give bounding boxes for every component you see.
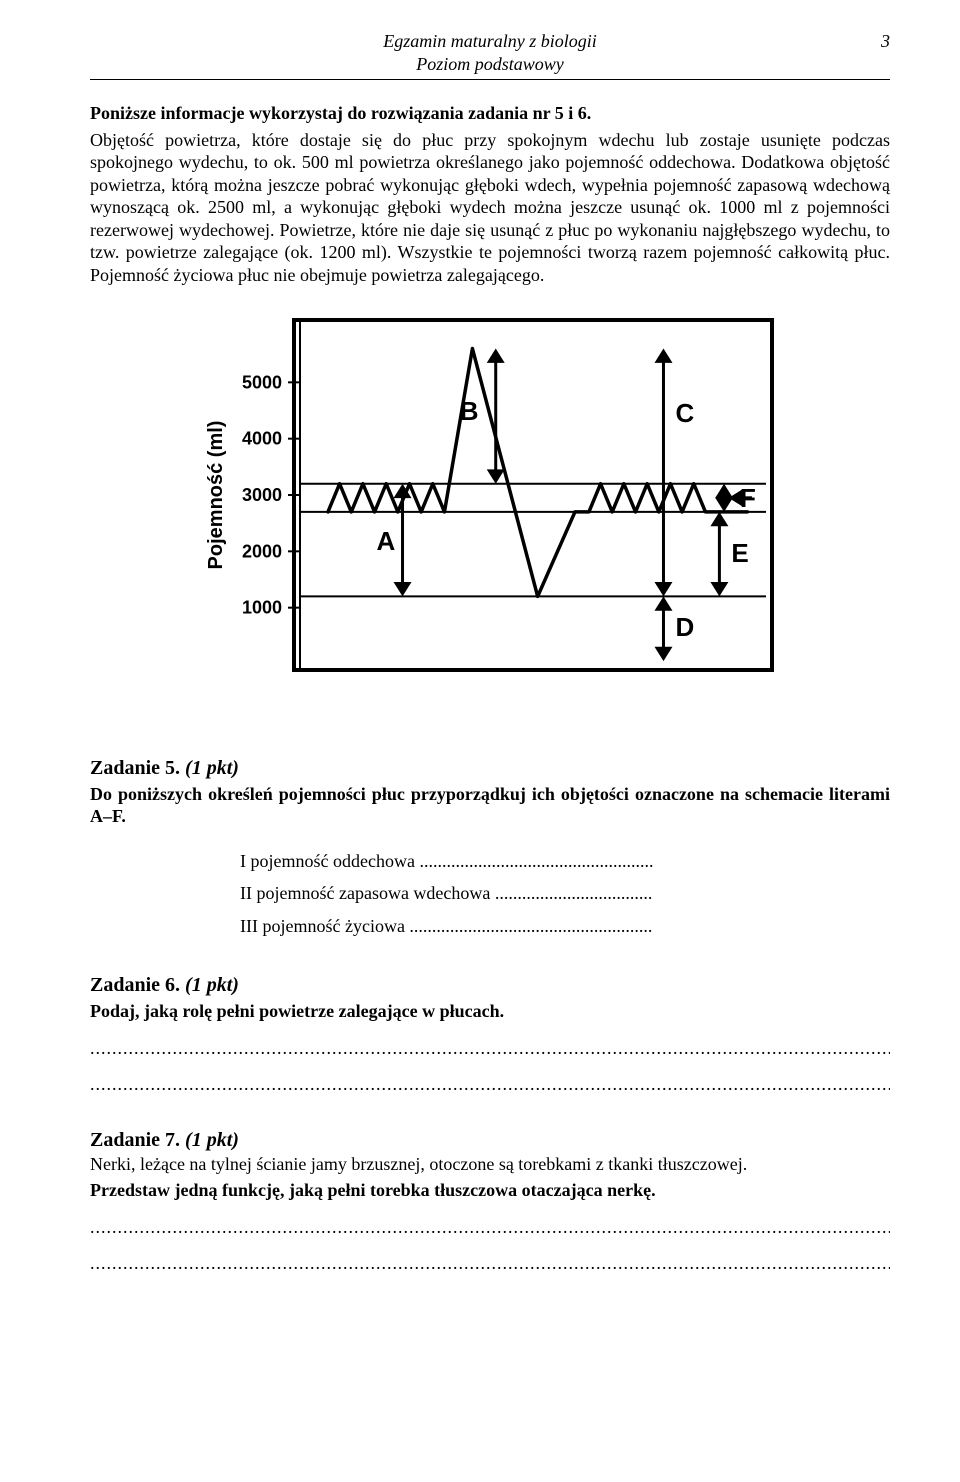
header-rule xyxy=(90,79,890,80)
svg-text:3000: 3000 xyxy=(242,485,282,505)
svg-text:2000: 2000 xyxy=(242,541,282,561)
zad5-title: Zadanie 5. (1 pkt) xyxy=(90,756,890,781)
header-title-1: Egzamin maturalny z biologii xyxy=(90,30,890,53)
svg-text:B: B xyxy=(460,396,479,426)
zad7-title-text: Zadanie 7. xyxy=(90,1129,180,1151)
zad7-pkt: (1 pkt) xyxy=(185,1129,239,1151)
zad5-prompt: Do poniższych określeń pojemności płuc p… xyxy=(90,783,890,828)
header-title-2: Poziom podstawowy xyxy=(90,53,890,76)
svg-text:C: C xyxy=(675,398,694,428)
chart-svg: 1000 2000 3000 4000 5000 Pojemność (ml) A B C D EF xyxy=(200,312,780,692)
zad7-dots-2: ........................................… xyxy=(90,1252,890,1275)
svg-text:4000: 4000 xyxy=(242,429,282,449)
zad6-prompt: Podaj, jaką rolę pełni powietrze zalegaj… xyxy=(90,1000,890,1023)
zad7-title: Zadanie 7. (1 pkt) xyxy=(90,1128,890,1153)
page-number: 3 xyxy=(881,30,890,53)
zad6-title: Zadanie 6. (1 pkt) xyxy=(90,973,890,998)
zad5-title-text: Zadanie 5. xyxy=(90,757,180,779)
svg-text:D: D xyxy=(675,612,694,642)
svg-text:A: A xyxy=(377,526,396,556)
svg-text:Pojemność (ml): Pojemność (ml) xyxy=(205,421,227,570)
zad5-line-2: II pojemność zapasowa wdechowa .........… xyxy=(240,882,890,905)
zad6-dots-1: ........................................… xyxy=(90,1037,890,1060)
zad7-prompt: Przedstaw jedną funkcję, jaką pełni tore… xyxy=(90,1179,890,1202)
svg-text:1000: 1000 xyxy=(242,598,282,618)
zad6-pkt: (1 pkt) xyxy=(185,974,239,996)
svg-text:5000: 5000 xyxy=(242,372,282,392)
zad6-dots-2: ........................................… xyxy=(90,1073,890,1096)
zad5-line-3: III pojemność życiowa ..................… xyxy=(240,915,890,938)
lung-capacity-chart: 1000 2000 3000 4000 5000 Pojemność (ml) A B C D EF xyxy=(90,312,890,698)
intro-title: Poniższe informacje wykorzystaj do rozwi… xyxy=(90,102,890,125)
zad7-dots-1: ........................................… xyxy=(90,1216,890,1239)
zad5-answer-block: I pojemność oddechowa ..................… xyxy=(240,850,890,938)
zad5-pkt: (1 pkt) xyxy=(185,757,239,779)
svg-text:F: F xyxy=(740,483,756,513)
zad6-title-text: Zadanie 6. xyxy=(90,974,180,996)
zad7-intro: Nerki, leżące na tylnej ścianie jamy brz… xyxy=(90,1153,890,1176)
intro-paragraph: Objętość powietrza, które dostaje się do… xyxy=(90,129,890,287)
zad5-line-1: I pojemność oddechowa ..................… xyxy=(240,850,890,873)
page-header: Egzamin maturalny z biologii Poziom pods… xyxy=(90,30,890,80)
svg-text:E: E xyxy=(731,538,748,568)
